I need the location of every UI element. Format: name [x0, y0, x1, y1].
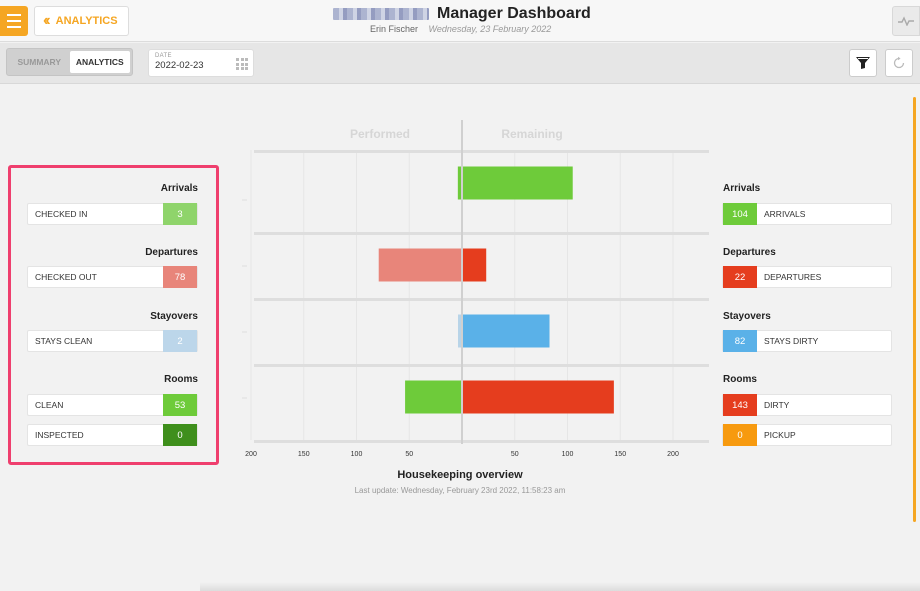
inspected-row[interactable]: INSPECTED 0 — [27, 424, 198, 446]
chart-last-update: Last update: Wednesday, February 23rd 20… — [354, 486, 566, 495]
x-tick-label: 100 — [562, 451, 574, 458]
pickup-count: 0 — [723, 424, 757, 446]
x-tick-label: 100 — [351, 451, 363, 458]
left-arrivals-title: Arrivals — [160, 183, 198, 194]
column-label-performed: Performed — [350, 127, 410, 141]
departures-row[interactable]: 22 DEPARTURES — [722, 266, 892, 288]
menu-button[interactable] — [0, 6, 28, 36]
scroll-indicator[interactable] — [913, 97, 916, 522]
x-tick-label: 150 — [614, 451, 626, 458]
tab-analytics[interactable]: ANALYTICS — [69, 51, 130, 73]
page-subtitle: Erin Fischer Wednesday, 23 February 2022 — [370, 24, 551, 34]
dirty-count: 143 — [723, 394, 757, 416]
row-separator — [254, 298, 709, 301]
right-departures-title: Departures — [723, 247, 776, 258]
arrivals-label: ARRIVALS — [764, 209, 806, 219]
stays-dirty-count: 82 — [723, 330, 757, 352]
pickup-label: PICKUP — [764, 430, 796, 440]
stays-dirty-row[interactable]: 82 STAYS DIRTY — [722, 330, 892, 352]
checked-in-count: 3 — [163, 203, 197, 225]
bar-remaining-0 — [463, 166, 573, 200]
checked-in-row[interactable]: CHECKED IN 3 — [27, 203, 198, 225]
date-picker-value: 2022-02-23 — [155, 60, 204, 71]
row-separator — [254, 364, 709, 367]
bar-remaining-3 — [463, 380, 614, 414]
performed-summary-panel — [8, 165, 219, 465]
filter-icon — [856, 57, 870, 69]
refresh-button[interactable] — [885, 49, 913, 77]
right-rooms-title: Rooms — [723, 374, 757, 385]
activity-button[interactable] — [892, 6, 920, 36]
bar-performed-3 — [405, 380, 461, 414]
inspected-label: INSPECTED — [35, 430, 84, 440]
bottom-shadow — [200, 582, 920, 591]
right-stayovers-title: Stayovers — [723, 311, 771, 322]
stays-clean-row[interactable]: STAYS CLEAN 2 — [27, 330, 198, 352]
bar-performed-1 — [378, 248, 461, 282]
header-date: Wednesday, 23 February 2022 — [428, 24, 552, 34]
clean-count: 53 — [163, 394, 197, 416]
double-chevron-left-icon: ‹‹ — [43, 12, 50, 29]
calendar-grid-icon — [236, 58, 248, 70]
pickup-row[interactable]: 0 PICKUP — [722, 424, 892, 446]
checked-out-row[interactable]: CHECKED OUT 78 — [27, 266, 198, 288]
row-separator — [254, 150, 709, 153]
view-switch: SUMMARY ANALYTICS — [6, 48, 133, 76]
bar-performed-2 — [458, 314, 461, 348]
hamburger-icon — [7, 14, 21, 16]
toolbar: SUMMARY ANALYTICS DATE 2022-02-23 — [0, 43, 920, 84]
row-separator — [254, 440, 709, 443]
left-rooms-title: Rooms — [164, 374, 198, 385]
app-header: ‹‹ ANALYTICS Manager Dashboard Erin Fisc… — [0, 0, 920, 42]
inspected-count: 0 — [163, 424, 197, 446]
x-tick-label: 150 — [298, 451, 310, 458]
checked-in-label: CHECKED IN — [35, 209, 88, 219]
refresh-icon — [893, 56, 905, 69]
bar-remaining-2 — [463, 314, 550, 348]
departures-label: DEPARTURES — [764, 272, 822, 282]
right-arrivals-title: Arrivals — [723, 183, 761, 194]
x-tick-label: 50 — [405, 451, 413, 458]
x-tick-label: 200 — [245, 451, 257, 458]
clean-row[interactable]: CLEAN 53 — [27, 394, 198, 416]
clean-label: CLEAN — [35, 400, 64, 410]
row-separator — [254, 232, 709, 235]
checked-out-label: CHECKED OUT — [35, 272, 97, 282]
stays-clean-label: STAYS CLEAN — [35, 336, 93, 346]
back-button[interactable]: ‹‹ ANALYTICS — [34, 6, 129, 36]
dirty-label: DIRTY — [764, 400, 790, 410]
column-label-remaining: Remaining — [501, 127, 562, 141]
housekeeping-chart-svg: Performed Remaining 200 150 100 50 50 100 150 200 — [242, 120, 709, 458]
left-departures-title: Departures — [145, 247, 198, 258]
left-stayovers-title: Stayovers — [150, 311, 198, 322]
housekeeping-chart: Performed Remaining 200 150 100 50 50 100 150 200 — [240, 118, 710, 463]
x-tick-label: 50 — [511, 451, 519, 458]
stays-dirty-label: STAYS DIRTY — [764, 336, 819, 346]
chart-title: Housekeeping overview — [397, 469, 523, 481]
activity-icon — [898, 16, 914, 26]
dirty-row[interactable]: 143 DIRTY — [722, 394, 892, 416]
filter-button[interactable] — [849, 49, 877, 77]
arrivals-row[interactable]: 104 ARRIVALS — [722, 203, 892, 225]
x-tick-label: 200 — [667, 451, 679, 458]
arrivals-count: 104 — [723, 203, 757, 225]
checked-out-count: 78 — [163, 266, 197, 288]
back-button-label: ANALYTICS — [55, 15, 118, 27]
bar-remaining-1 — [463, 248, 487, 282]
departures-count: 22 — [723, 266, 757, 288]
hotel-name-blurred — [333, 8, 429, 20]
user-name: Erin Fischer — [370, 24, 419, 34]
bar-performed-0 — [457, 166, 461, 200]
date-picker[interactable]: DATE 2022-02-23 — [148, 49, 254, 77]
tab-summary[interactable]: SUMMARY — [17, 57, 62, 67]
page-title: Manager Dashboard — [437, 5, 591, 22]
date-picker-label: DATE — [155, 53, 172, 59]
stays-clean-count: 2 — [163, 330, 197, 352]
